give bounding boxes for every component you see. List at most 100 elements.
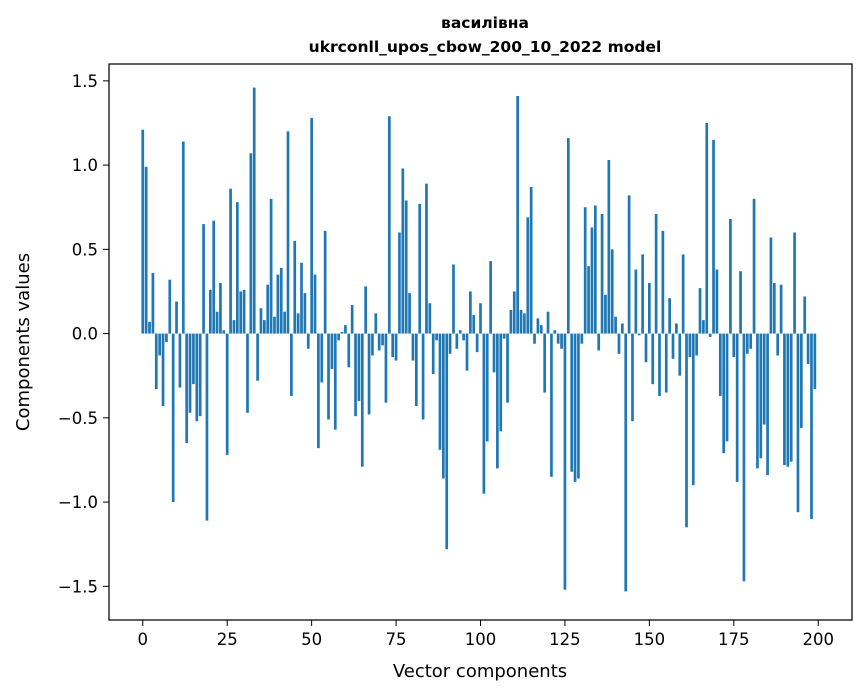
bar-component-128 xyxy=(573,333,577,482)
bar-component-90 xyxy=(445,333,449,550)
bar-component-188 xyxy=(776,333,780,356)
bar-component-176 xyxy=(735,333,739,482)
bars-group xyxy=(141,87,817,592)
bar-component-47 xyxy=(300,262,303,334)
bar-component-14 xyxy=(188,333,192,413)
bar-component-89 xyxy=(442,333,445,479)
bar-component-140 xyxy=(614,316,617,334)
bar-component-153 xyxy=(658,333,661,396)
bar-component-72 xyxy=(384,333,388,403)
bar-component-124 xyxy=(560,333,563,349)
bar-component-70 xyxy=(377,333,381,351)
bar-component-83 xyxy=(421,333,425,420)
bar-component-195 xyxy=(799,333,803,428)
bar-component-6 xyxy=(161,333,165,407)
bar-component-2 xyxy=(148,321,151,334)
bar-component-183 xyxy=(759,333,763,459)
bar-component-26 xyxy=(229,188,232,334)
bar-component-80 xyxy=(411,333,415,361)
bar-component-139 xyxy=(610,249,614,334)
bar-component-185 xyxy=(766,333,769,476)
bar-component-119 xyxy=(543,333,547,393)
bar-component-127 xyxy=(570,333,574,472)
bar-component-161 xyxy=(685,333,688,528)
bar-component-11 xyxy=(178,333,182,388)
bar-component-66 xyxy=(364,286,368,334)
bar-component-141 xyxy=(617,333,621,354)
bar-component-32 xyxy=(249,153,253,334)
chart-title: василівна xyxy=(441,14,529,32)
bar-component-158 xyxy=(675,323,678,334)
bar-component-59 xyxy=(340,331,344,334)
bar-component-17 xyxy=(198,333,202,417)
bar-component-120 xyxy=(546,311,550,334)
bar-component-155 xyxy=(664,333,668,393)
bar-component-41 xyxy=(279,267,283,334)
bar-component-111 xyxy=(516,96,519,334)
x-tick-label: 50 xyxy=(301,630,322,649)
bar-component-51 xyxy=(313,274,317,334)
bar-component-15 xyxy=(192,333,195,385)
bar-component-125 xyxy=(563,333,567,590)
x-tick-label: 200 xyxy=(802,630,834,649)
bar-component-10 xyxy=(175,301,178,334)
y-tick-label: 1.5 xyxy=(72,72,98,91)
bar-component-199 xyxy=(813,333,817,390)
bar-component-37 xyxy=(266,284,270,334)
bar-component-145 xyxy=(631,333,634,422)
bar-component-76 xyxy=(398,232,401,334)
y-tick-label: 1.0 xyxy=(72,156,98,175)
bar-component-170 xyxy=(715,269,719,334)
bar-component-129 xyxy=(577,333,580,479)
bar-component-42 xyxy=(283,311,286,334)
bar-component-182 xyxy=(756,333,759,469)
bar-component-110 xyxy=(512,291,516,334)
bar-component-13 xyxy=(185,333,189,444)
x-tick-label: 100 xyxy=(465,630,497,649)
bar-component-30 xyxy=(242,289,246,334)
y-tick-label: −1.0 xyxy=(58,493,98,512)
bar-component-45 xyxy=(293,240,297,334)
bar-component-18 xyxy=(202,224,205,334)
bar-component-28 xyxy=(235,202,239,334)
bar-component-98 xyxy=(472,315,476,334)
bar-component-85 xyxy=(428,303,432,334)
bar-component-146 xyxy=(634,269,638,334)
y-tick-label: 0.5 xyxy=(72,240,98,259)
bar-component-160 xyxy=(681,254,685,334)
bar-component-67 xyxy=(367,333,371,415)
bar-component-99 xyxy=(475,333,479,353)
bar-component-197 xyxy=(806,333,810,364)
bar-component-163 xyxy=(691,333,695,486)
bar-component-97 xyxy=(469,291,472,334)
bar-component-71 xyxy=(381,333,384,346)
y-axis-label: Components values xyxy=(13,253,34,431)
bar-component-184 xyxy=(762,333,766,425)
bar-component-144 xyxy=(627,195,631,334)
bar-component-179 xyxy=(745,333,749,354)
y-tick-label: −1.5 xyxy=(58,577,98,596)
bar-component-33 xyxy=(252,87,256,334)
bar-component-69 xyxy=(374,313,378,334)
bar-component-63 xyxy=(354,333,357,417)
bar-component-23 xyxy=(219,283,222,334)
bar-component-39 xyxy=(273,316,276,334)
bar-component-174 xyxy=(729,219,732,334)
bar-component-22 xyxy=(215,311,219,334)
bar-component-165 xyxy=(698,288,702,334)
bar-component-48 xyxy=(303,293,307,334)
bar-component-77 xyxy=(401,168,405,334)
bar-component-87 xyxy=(435,333,438,341)
bar-component-38 xyxy=(269,198,273,334)
bar-component-3 xyxy=(151,272,155,334)
bar-component-91 xyxy=(448,333,452,354)
y-tick-label: −0.5 xyxy=(58,409,98,428)
bar-component-150 xyxy=(648,283,651,334)
y-tick-label: 0.0 xyxy=(72,325,98,344)
bar-component-54 xyxy=(323,230,327,334)
x-axis-ticks: 0 25 50 75 100 125 150 175 200 xyxy=(138,620,834,649)
bar-component-177 xyxy=(739,271,742,334)
bar-component-27 xyxy=(232,320,236,334)
bar-component-34 xyxy=(256,333,259,381)
